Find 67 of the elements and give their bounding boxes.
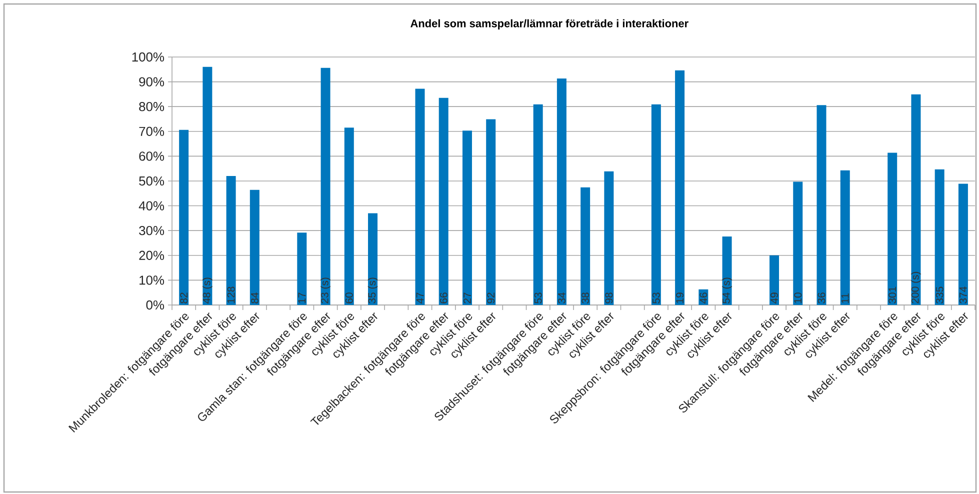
bar — [202, 66, 212, 305]
bar — [415, 88, 425, 305]
annotation: 128 — [227, 286, 235, 303]
annotation: 27 — [464, 292, 471, 304]
annotation: 374 — [960, 286, 967, 304]
bar — [816, 105, 826, 305]
annotation: 53 — [652, 292, 660, 304]
annotation: 36 — [818, 292, 826, 304]
annotation: 10 — [794, 292, 802, 303]
annotation: 11 — [842, 293, 849, 303]
annotation: 47 — [416, 292, 424, 304]
y-tick-label: 0% — [146, 300, 164, 310]
bar — [580, 187, 590, 305]
bar — [556, 78, 566, 305]
annotation: 17 — [298, 292, 306, 303]
bar — [722, 236, 732, 305]
bar — [958, 184, 968, 305]
annotation: 53 — [534, 292, 542, 304]
bar — [179, 130, 189, 305]
bar — [604, 171, 614, 305]
y-tick-label: 50% — [139, 176, 164, 186]
annotation: 54 (s) — [722, 278, 732, 304]
annotation: 35 (s) — [368, 278, 378, 304]
annotation: 60 — [345, 292, 353, 304]
y-tick-label: 20% — [139, 250, 164, 260]
bar — [226, 176, 236, 305]
annotation: 19 — [676, 292, 684, 303]
bar — [250, 190, 260, 305]
annotation: 92 — [487, 292, 495, 304]
bar — [486, 119, 496, 305]
annotation: 48 (s) — [202, 278, 212, 304]
bar — [438, 98, 448, 305]
bar — [793, 182, 803, 305]
bar — [533, 104, 543, 305]
annotation: 84 — [250, 292, 258, 304]
annotation: 46 — [700, 292, 708, 304]
bar — [368, 213, 378, 305]
annotation: 49 — [770, 292, 778, 304]
annotation: 98 — [605, 292, 613, 304]
bar — [911, 94, 921, 305]
bar — [344, 128, 354, 305]
bar — [675, 70, 685, 305]
annotation: 82 — [180, 292, 188, 304]
bar — [297, 232, 307, 305]
y-tick-label: 100% — [132, 52, 164, 62]
annotation: 200 (s) — [911, 272, 921, 304]
y-tick-label: 90% — [139, 77, 164, 86]
y-tick-label: 40% — [138, 201, 164, 210]
annotation: 335 — [936, 286, 944, 304]
bar — [651, 104, 661, 305]
annotation: 66 — [440, 292, 448, 304]
y-tick-label: 70% — [139, 126, 164, 136]
y-tick-label: 10% — [140, 276, 164, 285]
bar — [462, 130, 472, 305]
bar — [770, 255, 780, 305]
annotation: 23 (s) — [320, 278, 330, 304]
bar — [888, 152, 898, 305]
annotation: 34 — [558, 292, 566, 304]
y-tick-label: 80% — [139, 102, 164, 112]
bar — [934, 169, 944, 305]
bar — [320, 68, 330, 305]
chart-title: Andel som samspelar/lämnar företräde i interaktioner — [410, 19, 688, 30]
y-tick-label: 60% — [139, 152, 164, 161]
annotation: 301 — [888, 286, 896, 304]
annotation: 38 — [582, 292, 590, 304]
y-tick-label: 30% — [139, 226, 164, 236]
bar — [840, 170, 850, 305]
